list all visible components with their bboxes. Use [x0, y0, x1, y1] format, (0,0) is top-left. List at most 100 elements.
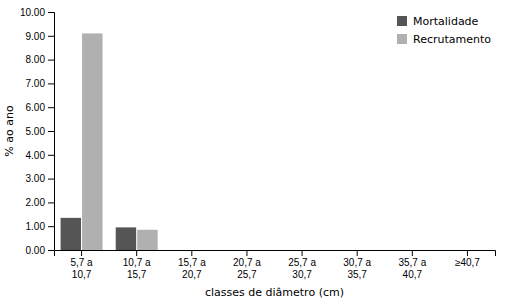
plot: 0.00 1.00 2.00 3.00 4.00 5.00 6.00 7.00 8.00 9.00…: [20, 7, 496, 280]
bar: [336, 250, 356, 251]
legend-swatch: [397, 16, 407, 26]
x-tick-label-line: 35,7 a: [398, 257, 426, 268]
bar: [61, 218, 81, 250]
x-tick-mark: [246, 250, 247, 256]
y-tick-label: 10.00: [20, 7, 45, 18]
bar: [358, 250, 378, 251]
x-tick: 10,7 a15,7: [123, 250, 151, 280]
y-tick-label: 7.00: [26, 78, 46, 89]
x-axis: 5,7 a10,710,7 a15,715,7 a20,720,7 a25,72…: [55, 250, 496, 280]
x-tick-label-line: 25,7 a: [288, 257, 316, 268]
y-tick-mark: [48, 107, 54, 108]
bar: [171, 250, 191, 251]
y-tick-mark: [48, 155, 54, 156]
x-tick-label: 35,7 a40,7: [398, 257, 426, 280]
y-tick-label: 9.00: [26, 31, 46, 42]
chart: 0.00 1.00 2.00 3.00 4.00 5.00 6.00 7.00 8.00 9.00…: [0, 0, 507, 302]
y-tick: 6.00: [26, 102, 54, 113]
y-tick-mark: [48, 226, 54, 227]
x-tick-label-line: 30,7: [292, 269, 312, 280]
x-tick-label-line: 20,7: [182, 269, 202, 280]
x-tick: 20,7 a25,7: [233, 250, 261, 280]
x-tick: 35,7 a40,7: [398, 250, 426, 280]
y-tick: 5.00: [26, 126, 54, 137]
y-tick-mark: [48, 60, 54, 61]
y-tick: 2.00: [26, 197, 54, 208]
x-tick-mark: [467, 250, 468, 256]
y-tick: 4.00: [26, 150, 54, 161]
bar: [192, 250, 212, 251]
x-tick-label-line: 35,7: [347, 269, 367, 280]
legend-item: Mortalidade: [397, 15, 479, 28]
x-tick-label-line: 30,7 a: [343, 257, 371, 268]
x-tick-label: 15,7 a20,7: [178, 257, 206, 280]
x-tick-label-line: 40,7: [403, 269, 423, 280]
y-tick-mark: [48, 250, 54, 251]
x-tick-label: 25,7 a30,7: [288, 257, 316, 280]
y-axis-title: % ao ano: [3, 105, 16, 157]
y-tick-mark: [48, 131, 54, 132]
x-tick: 30,7 a35,7: [343, 250, 371, 280]
legend-label: Recrutamento: [413, 33, 491, 46]
y-tick-label: 4.00: [26, 150, 46, 161]
bar: [226, 250, 246, 251]
x-tick: 25,7 a30,7: [288, 250, 316, 280]
x-tick-label: 5,7 a10,7: [70, 257, 93, 280]
x-tick-label-line: 10,7: [72, 269, 92, 280]
x-tick-mark: [136, 250, 137, 256]
y-tick: 3.00: [26, 173, 54, 184]
bar: [137, 230, 157, 250]
y-tick-label: 1.00: [26, 221, 46, 232]
y-tick: 9.00: [26, 31, 54, 42]
x-tick: 15,7 a20,7: [178, 250, 206, 280]
x-tick-label: 20,7 a25,7: [233, 257, 261, 280]
x-tick-label-line: 5,7 a: [70, 257, 93, 268]
y-tick-label: 2.00: [26, 197, 46, 208]
x-tick-label-line: 25,7: [237, 269, 257, 280]
x-tick-mark: [357, 250, 358, 256]
x-tick-label-line: 15,7: [127, 269, 147, 280]
x-tick-label-line: 10,7 a: [123, 257, 151, 268]
bar: [82, 33, 102, 250]
x-axis-title: classes de diâmetro (cm): [205, 286, 344, 299]
x-tick-label: 30,7 a35,7: [343, 257, 371, 280]
x-tick-mark: [302, 250, 303, 256]
legend: Mortalidade Recrutamento: [397, 15, 491, 46]
x-tick: ≥40,7: [455, 250, 480, 268]
y-tick-label: 5.00: [26, 126, 46, 137]
x-tick-mark: [81, 250, 82, 256]
x-tick-label-line: 20,7 a: [233, 257, 261, 268]
y-tick-mark: [48, 179, 54, 180]
y-tick-mark: [48, 202, 54, 203]
x-tick-mark: [412, 250, 413, 256]
y-tick: 1.00: [26, 221, 54, 232]
y-tick: 8.00: [26, 54, 54, 65]
y-tick: 7.00: [26, 78, 54, 89]
x-tick-label-line: 15,7 a: [178, 257, 206, 268]
bar: [468, 250, 488, 251]
y-axis: 0.00 1.00 2.00 3.00 4.00 5.00 6.00 7.00 8.00 9.00…: [20, 7, 55, 256]
y-tick-mark: [48, 36, 54, 37]
x-tick-label-line: ≥40,7: [455, 257, 480, 268]
y-tick: 0.00: [26, 245, 54, 256]
x-tick-mark: [191, 250, 192, 256]
y-tick-label: 0.00: [26, 245, 46, 256]
x-tick-label: 10,7 a15,7: [123, 257, 151, 280]
y-tick-label: 8.00: [26, 54, 46, 65]
bars: [61, 33, 158, 250]
legend-swatch: [397, 34, 407, 44]
x-tick: 5,7 a10,7: [70, 250, 93, 280]
y-tick: 10.00: [20, 7, 54, 18]
legend-item: Recrutamento: [397, 33, 491, 46]
y-axis-line: [48, 13, 55, 251]
x-axis-line: [55, 251, 496, 257]
bar: [413, 250, 433, 251]
y-tick-label: 3.00: [26, 173, 46, 184]
x-tick-label: ≥40,7: [455, 257, 480, 268]
y-tick-mark: [48, 83, 54, 84]
bar: [446, 250, 466, 251]
bar: [391, 250, 411, 251]
legend-label: Mortalidade: [413, 15, 479, 28]
bar: [116, 227, 136, 250]
bar: [247, 250, 267, 251]
